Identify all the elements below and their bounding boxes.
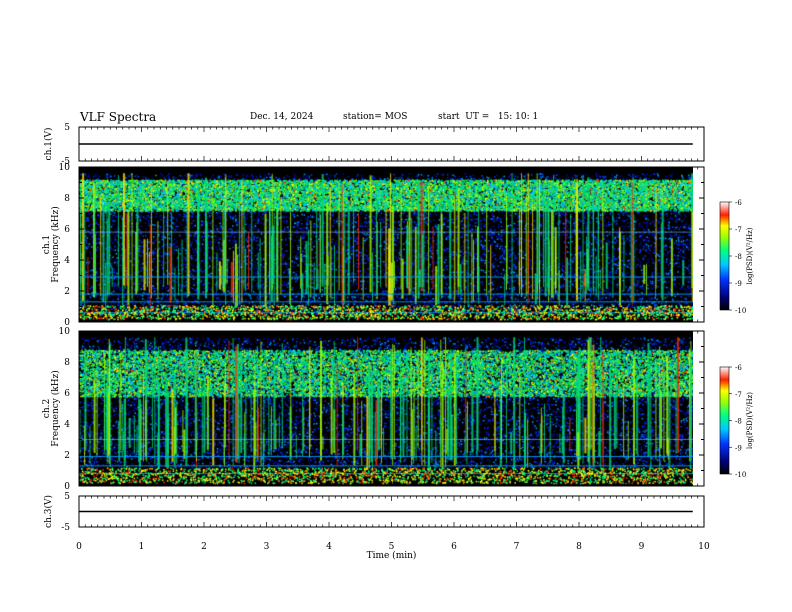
y-axis-label: Frequency (kHz)	[50, 370, 61, 447]
x-tick-label: 10	[698, 542, 710, 552]
station-label: station= MOS	[343, 112, 408, 122]
y-tick-label: 8	[64, 194, 70, 204]
y-tick-label: -5	[61, 523, 70, 533]
x-tick-label: 5	[389, 542, 395, 552]
y-axis-label: ch.3(V)	[43, 495, 54, 528]
x-tick-label: 2	[201, 542, 207, 552]
colorbar-tick-label: -7	[735, 391, 742, 399]
colorbar-tick-label: -9	[735, 280, 742, 288]
colorbar-tick-label: -6	[735, 364, 742, 372]
colorbar-tick-label: -8	[735, 253, 742, 261]
y-tick-label: 2	[64, 451, 70, 461]
colorbar	[719, 201, 730, 311]
x-tick-label: 4	[326, 542, 332, 552]
y-tick-label: 0	[64, 318, 70, 328]
x-tick-label: 0	[76, 542, 82, 552]
colorbar-tick-label: -7	[735, 226, 742, 234]
y-tick-label: 5	[64, 492, 70, 502]
colorbar-label: log(PSD)(V²/Hz)	[746, 392, 754, 449]
x-tick-label: 3	[264, 542, 270, 552]
spectrogram-image-ch2	[79, 331, 693, 486]
channel-label: ch.1	[42, 235, 52, 254]
x-tick-label: 8	[576, 542, 582, 552]
y-tick-label: 0	[64, 482, 70, 492]
x-tick-label: 6	[451, 542, 457, 552]
y-tick-label: 6	[64, 389, 70, 399]
y-tick-label: 4	[64, 420, 70, 430]
y-tick-label: 2	[64, 287, 70, 297]
start-time-label: start UT = 15: 10: 1	[438, 112, 539, 122]
y-tick-label: 10	[59, 327, 71, 337]
y-tick-label: 6	[64, 225, 70, 235]
date-label: Dec. 14, 2024	[250, 112, 314, 122]
x-tick-label: 9	[639, 542, 645, 552]
colorbar	[719, 366, 730, 475]
x-tick-label: 7	[514, 542, 520, 552]
channel-label: ch.2	[42, 399, 52, 418]
colorbar-tick-label: -9	[735, 444, 742, 452]
colorbar-tick-label: -10	[735, 471, 746, 479]
x-axis-label: Time (min)	[367, 550, 417, 561]
y-axis-label: ch.1(V)	[43, 128, 54, 161]
y-tick-label: 8	[64, 358, 70, 368]
colorbar-tick-label: -8	[735, 418, 742, 426]
y-tick-label: 10	[59, 163, 71, 173]
colorbar-tick-label: -10	[735, 307, 746, 315]
spectrogram-image-ch1	[79, 167, 693, 322]
y-tick-label: 5	[64, 123, 70, 133]
chart-title: VLF Spectra	[80, 110, 157, 124]
colorbar-label: log(PSD)(V²/Hz)	[746, 227, 754, 284]
y-axis-label: Frequency (kHz)	[50, 206, 61, 283]
y-tick-label: -5	[61, 157, 70, 167]
x-tick-label: 1	[139, 542, 145, 552]
colorbar-tick-label: -6	[735, 199, 742, 207]
y-tick-label: 4	[64, 256, 70, 266]
